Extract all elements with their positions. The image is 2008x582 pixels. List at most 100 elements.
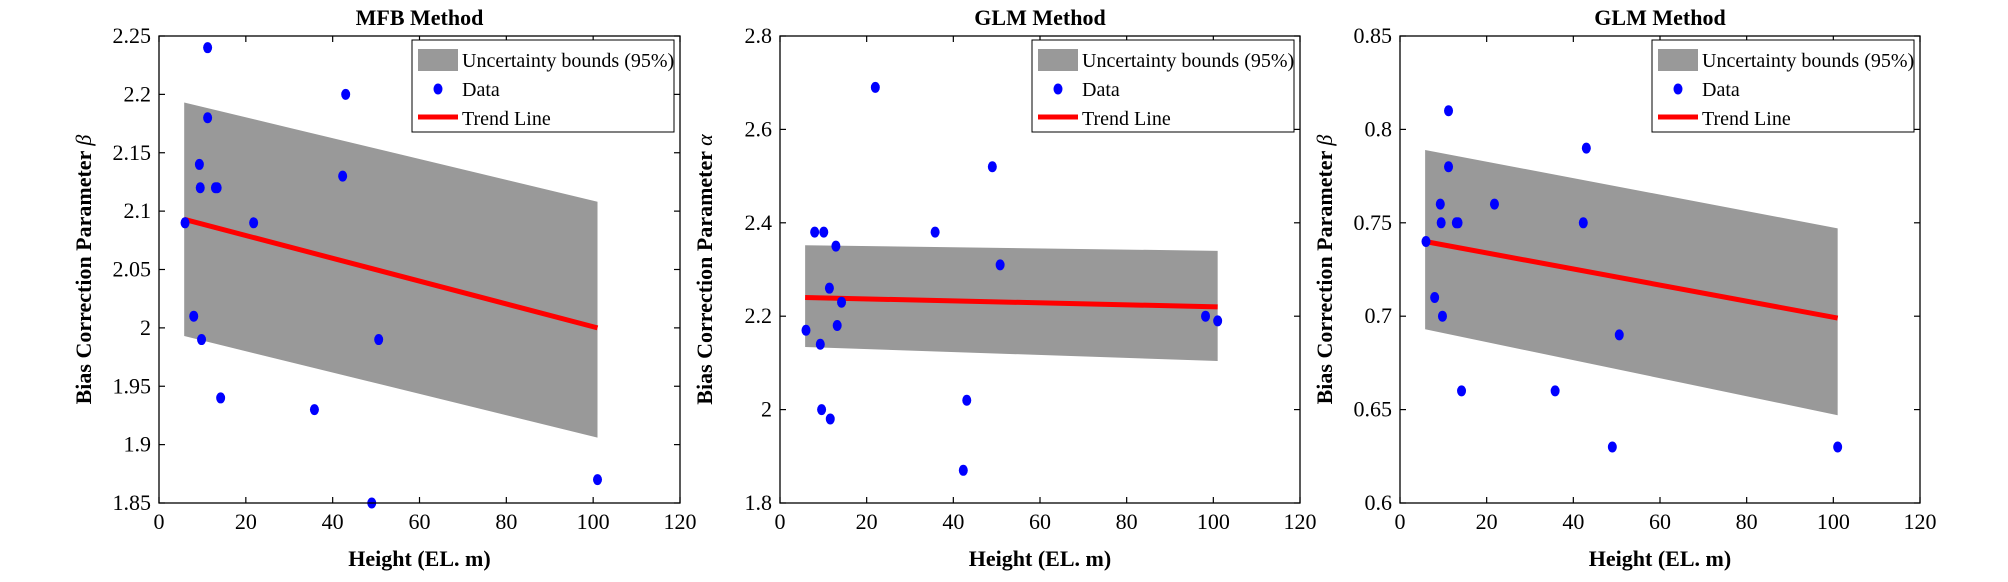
data-point: [1444, 105, 1454, 117]
legend-band-swatch: [1658, 49, 1698, 71]
data-point: [831, 240, 841, 252]
data-point: [1489, 198, 1499, 210]
x-tick-label: 40: [322, 509, 344, 534]
y-tick-label: 2.25: [113, 23, 152, 48]
trend-line: [1424, 239, 1839, 321]
y-axis-label: Bias Correction Parameter β: [71, 135, 96, 405]
legend-data-marker: [1673, 83, 1683, 95]
data-point: [987, 161, 997, 173]
y-axis-label-symbol: β: [1312, 135, 1337, 147]
y-tick-label: 0.65: [1354, 397, 1393, 422]
x-tick-label: 100: [1197, 509, 1230, 534]
data-point: [309, 404, 319, 416]
data-point: [1436, 217, 1446, 229]
data-point: [212, 182, 222, 194]
x-tick-label: 120: [1904, 509, 1937, 534]
x-axis-label: Height (EL. m): [348, 546, 490, 571]
y-tick-label: 0.85: [1354, 23, 1393, 48]
y-tick-label: 0.8: [1365, 116, 1393, 141]
x-tick-label: 20: [235, 509, 257, 534]
y-tick-label: 2.15: [113, 140, 152, 165]
data-point: [1581, 142, 1591, 154]
chart-title: GLM Method: [1594, 5, 1725, 30]
x-tick-label: 120: [1284, 509, 1317, 534]
y-axis-label: Bias Correction Parameter α: [692, 134, 717, 405]
data-point: [1614, 329, 1624, 341]
y-axis-label-text: Bias Correction Parameter: [692, 146, 717, 405]
data-point: [1430, 292, 1440, 304]
legend-band-swatch: [418, 49, 458, 71]
chart-panel-2: GLM Method 0 20 40 60 80 100 120 1.8 2 2.2 2.4 2.6 2.…: [692, 5, 1317, 571]
y-tick-label: 2.2: [745, 303, 773, 328]
data-point: [1457, 385, 1467, 397]
data-point: [1437, 310, 1447, 322]
legend: Uncertainty bounds (95%) Data Trend Line: [1651, 39, 1915, 133]
y-tick-label: 2.4: [745, 210, 773, 235]
uncertainty-band: [184, 102, 598, 438]
legend-label-data: Data: [462, 79, 500, 101]
x-axis-label: Height (EL. m): [1589, 546, 1731, 571]
data-point: [958, 464, 968, 476]
data-point: [930, 226, 940, 238]
y-axis-label-symbol: β: [71, 135, 96, 147]
data-point: [801, 324, 811, 336]
y-tick-label: 1.95: [113, 373, 152, 398]
y-tick-label: 1.85: [113, 490, 152, 515]
y-axis-label-text: Bias Correction Parameter: [1312, 146, 1337, 405]
data-point: [870, 81, 880, 93]
x-tick-label: 20: [1476, 509, 1498, 534]
y-tick-label: 0.6: [1365, 490, 1393, 515]
y-tick-label: 0.7: [1365, 303, 1393, 328]
x-tick-label: 0: [154, 509, 165, 534]
y-tick-label: 2.8: [745, 23, 773, 48]
x-tick-label: 0: [1395, 509, 1406, 534]
y-tick-label: 2.05: [113, 257, 152, 282]
data-point: [341, 88, 351, 100]
x-axis-label: Height (EL. m): [969, 546, 1111, 571]
trend-line: [805, 295, 1218, 310]
y-tick-label: 2.1: [124, 198, 152, 223]
data-point: [249, 217, 259, 229]
data-point: [1607, 441, 1617, 453]
y-tick-label: 2.6: [745, 116, 773, 141]
data-point: [1833, 441, 1843, 453]
data-point: [180, 217, 190, 229]
chart-title: GLM Method: [974, 5, 1105, 30]
legend: Uncertainty bounds (95%) Data Trend Line: [1031, 39, 1295, 133]
x-tick-label: 40: [1562, 509, 1584, 534]
legend-label-band: Uncertainty bounds (95%): [1702, 50, 1914, 72]
data-point: [1453, 217, 1463, 229]
x-tick-label: 60: [409, 509, 431, 534]
data-point: [197, 334, 207, 346]
data-point: [195, 182, 205, 194]
x-tick-label: 80: [495, 509, 517, 534]
legend-label-band: Uncertainty bounds (95%): [1082, 50, 1294, 72]
y-tick-label: 2: [140, 315, 151, 340]
legend-label-data: Data: [1702, 79, 1740, 101]
y-tick-label: 2.2: [124, 81, 152, 106]
x-tick-label: 100: [1817, 509, 1850, 534]
legend-data-marker: [1053, 83, 1063, 95]
data-point: [995, 259, 1005, 271]
data-point: [810, 226, 820, 238]
data-point: [189, 310, 199, 322]
legend-label-trend: Trend Line: [1702, 108, 1791, 130]
legend-data-marker: [433, 83, 443, 95]
data-point: [962, 394, 972, 406]
x-tick-label: 120: [664, 509, 697, 534]
y-axis-label-text: Bias Correction Parameter: [71, 146, 96, 405]
y-tick-label: 1.9: [124, 432, 152, 457]
chart-title: MFB Method: [356, 5, 484, 30]
legend-label-trend: Trend Line: [462, 108, 551, 130]
y-tick-label: 1.8: [745, 490, 773, 515]
x-tick-label: 40: [942, 509, 964, 534]
data-point: [1421, 235, 1431, 247]
x-tick-label: 20: [856, 509, 878, 534]
data-point: [1435, 198, 1445, 210]
data-point: [819, 226, 829, 238]
y-tick-label: 0.75: [1354, 210, 1393, 235]
x-tick-label: 60: [1029, 509, 1051, 534]
data-point: [338, 170, 348, 182]
